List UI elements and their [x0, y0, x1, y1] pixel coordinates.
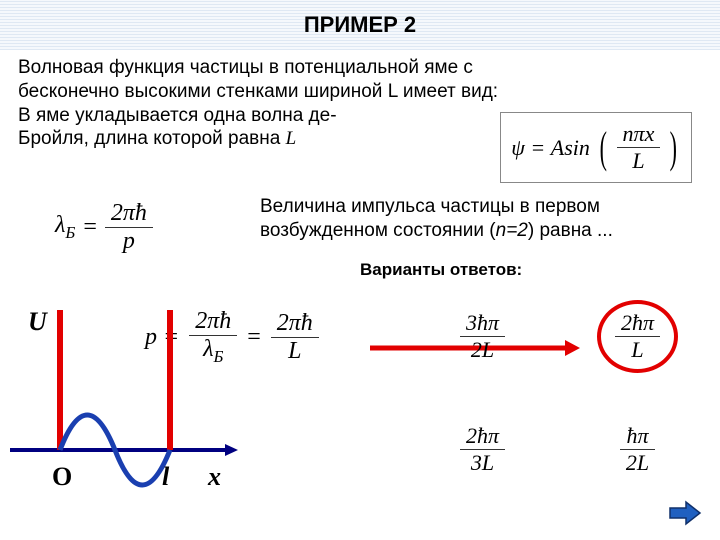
p2-line2-post: ) равна ... — [528, 220, 613, 241]
answers-grid: 3ħπ 2L 2ħπ L 2ħπ 3L ħπ 2L — [430, 300, 690, 486]
p-frac2: 2πħ L — [271, 310, 319, 365]
potential-well-diagram: U O l x — [10, 300, 240, 520]
answer-3: 2ħπ 3L — [430, 413, 535, 486]
intro-line4-pre: Бройля, длина которой равна — [18, 128, 286, 149]
answers-label: Варианты ответов: — [360, 260, 522, 280]
psi-lhs: ψ = Asin — [511, 135, 590, 161]
p-eq2: = — [247, 324, 261, 351]
lambda-formula: λБ = 2πħ p — [55, 200, 153, 255]
a2-num: 2ħπ — [615, 310, 660, 337]
psi-formula: ψ = Asin ( nπx L ) — [500, 112, 692, 183]
x-label: x — [207, 462, 221, 491]
a1-den: 2L — [460, 337, 505, 363]
U-label: U — [28, 307, 48, 336]
page-title: ПРИМЕР 2 — [304, 12, 416, 38]
a1-num: 3ħπ — [460, 310, 505, 337]
paragraph2: Величина импульса частицы в первом возбу… — [260, 195, 700, 243]
next-arrow-icon[interactable] — [668, 500, 702, 526]
a2-den: L — [615, 337, 660, 363]
lambda-den: p — [105, 228, 153, 255]
psi-num: nπx — [617, 121, 661, 148]
p2-line1: Величина импульса частицы в первом — [260, 195, 700, 219]
intro-line1: Волновая функция частицы в потенциальной… — [18, 56, 702, 80]
p2-line2-pre: возбужденном состоянии ( — [260, 220, 496, 241]
l-label: l — [162, 462, 170, 491]
a4-num: ħπ — [620, 423, 655, 450]
origin-label: O — [52, 462, 72, 491]
lambda-frac: 2πħ p — [105, 200, 153, 255]
header-band: ПРИМЕР 2 — [0, 0, 720, 50]
lambda-num: 2πħ — [105, 200, 153, 228]
answer-2: 2ħπ L — [585, 300, 690, 373]
lambda-sub: Б — [65, 223, 75, 242]
answer-1: 3ħπ 2L — [430, 300, 535, 373]
p2-line2-n: n=2 — [496, 220, 528, 241]
intro-line2: бесконечно высокими стенками шириной L и… — [18, 80, 702, 104]
lambda-lhs: λБ — [55, 212, 75, 243]
psi-den: L — [617, 148, 661, 174]
lambda-sym: λ — [55, 212, 65, 238]
left-paren: ( — [600, 126, 607, 170]
intro-line4-L: L — [286, 128, 297, 149]
lambda-eq: = — [83, 214, 97, 241]
a3-num: 2ħπ — [460, 423, 505, 450]
answer-4: ħπ 2L — [585, 413, 690, 486]
a3-den: 3L — [460, 450, 505, 476]
p2-line2: возбужденном состоянии (n=2) равна ... — [260, 219, 700, 243]
p-den2: L — [271, 338, 319, 365]
p-num2: 2πħ — [271, 310, 319, 338]
psi-frac: nπx L — [617, 121, 661, 174]
right-paren: ) — [670, 126, 677, 170]
a4-den: 2L — [620, 450, 655, 476]
